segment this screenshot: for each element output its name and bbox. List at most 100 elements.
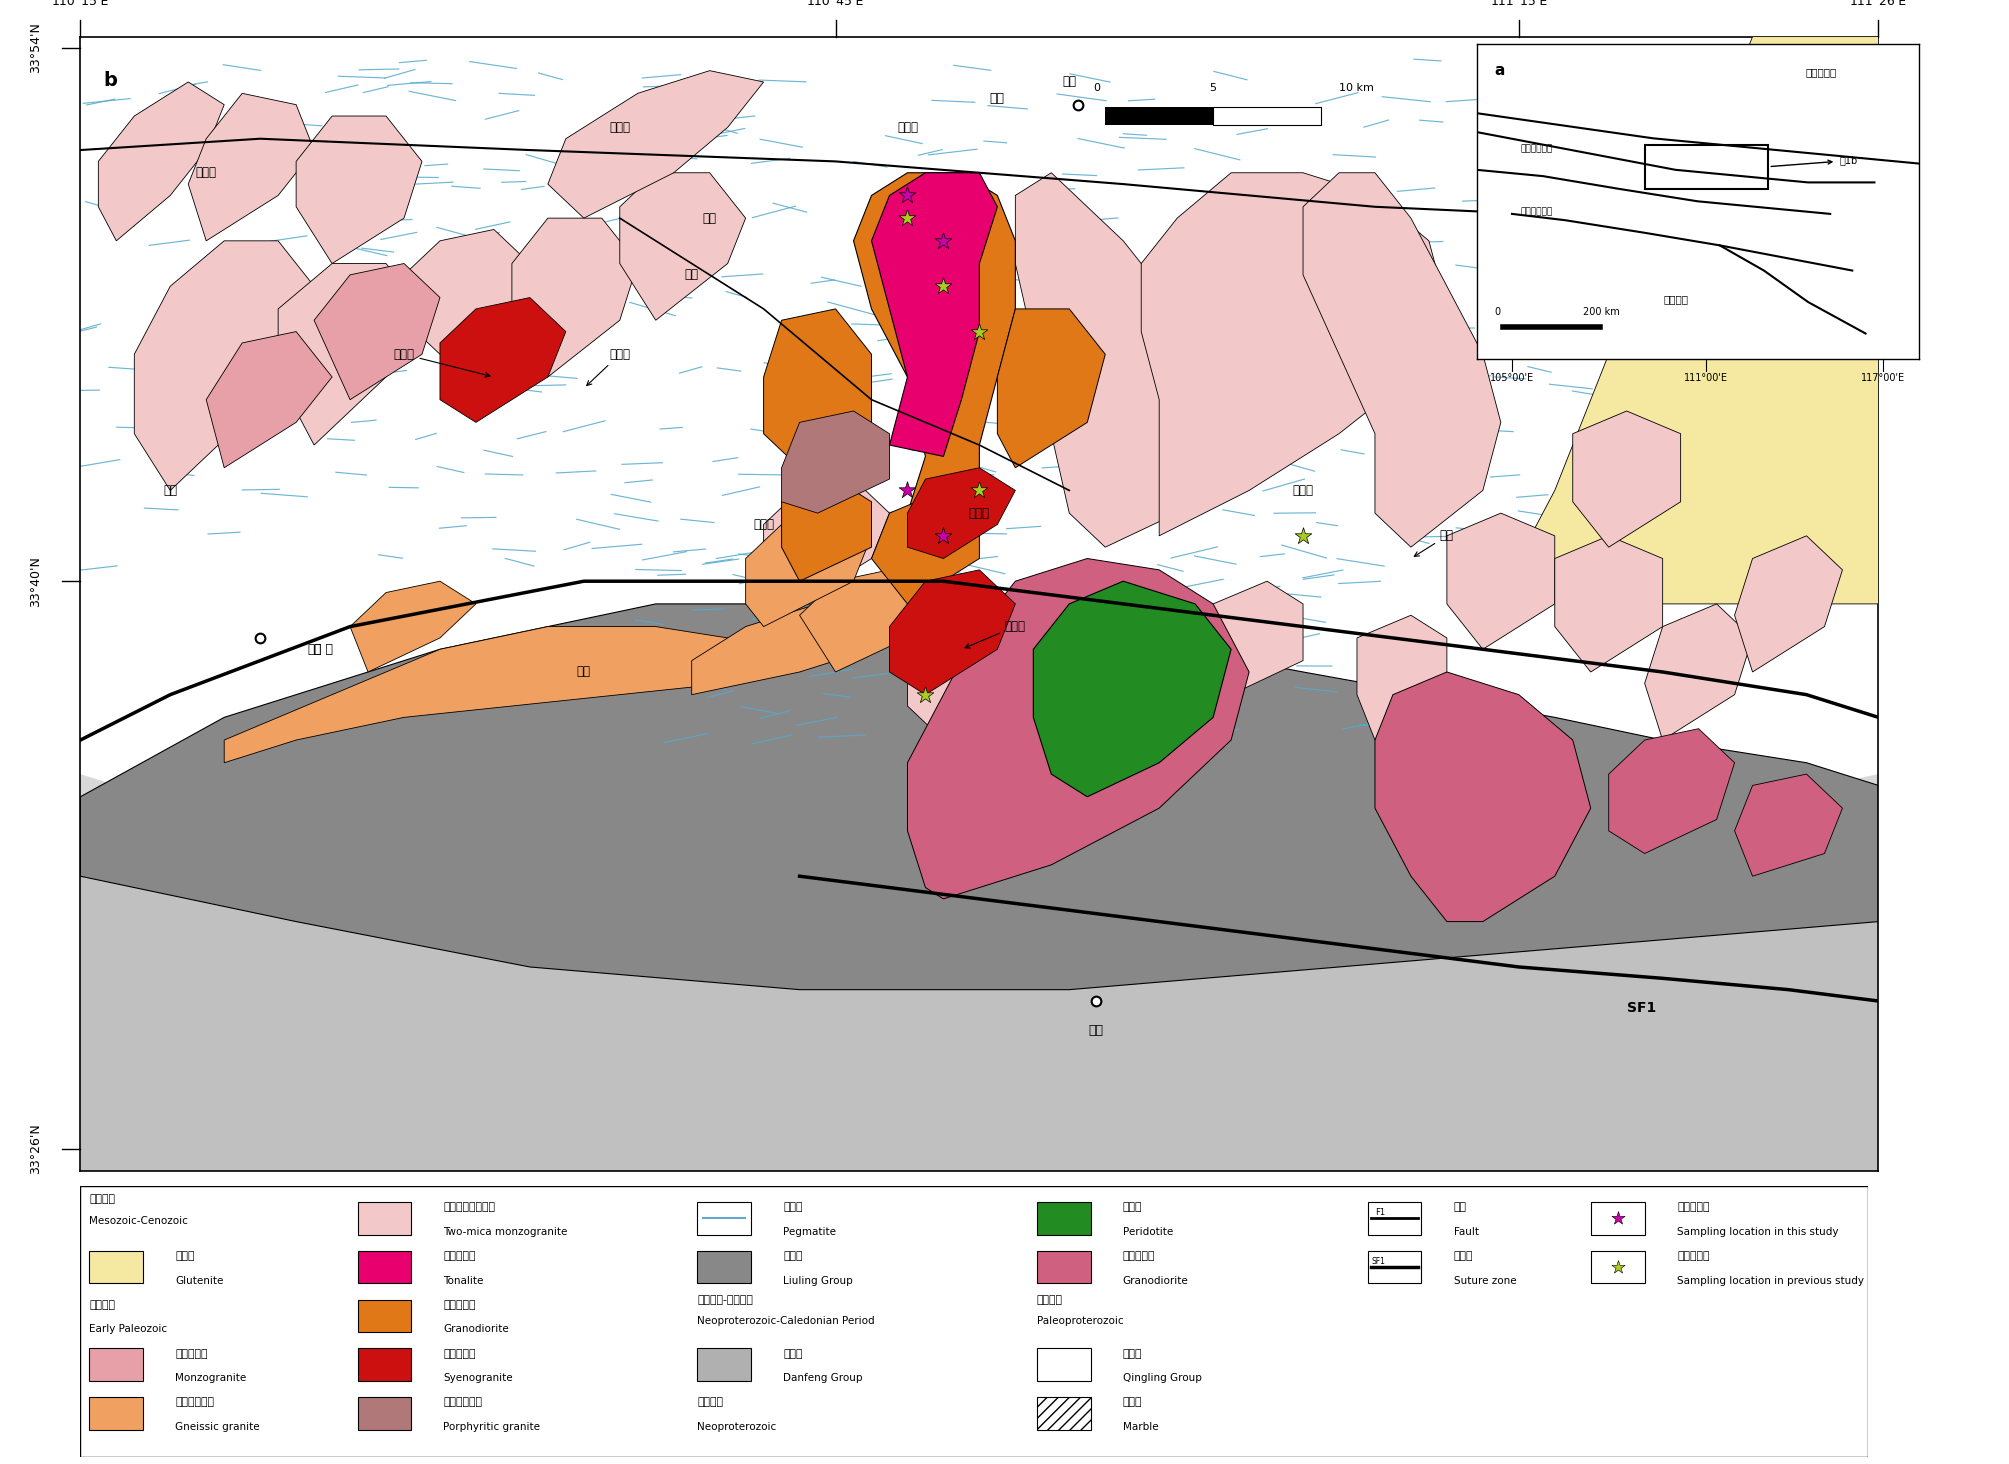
Text: Glutenite: Glutenite	[175, 1275, 223, 1285]
Polygon shape	[1519, 37, 1878, 603]
Polygon shape	[350, 581, 476, 672]
Text: 早古生代: 早古生代	[88, 1300, 115, 1310]
Text: Sampling location in previous study: Sampling location in previous study	[1678, 1275, 1864, 1285]
Point	[892, 479, 924, 502]
Bar	[697, 1202, 751, 1234]
Polygon shape	[225, 627, 763, 763]
Text: Mesozoic-Cenozoic: Mesozoic-Cenozoic	[88, 1217, 189, 1225]
Point	[928, 228, 960, 252]
Polygon shape	[80, 875, 1878, 1171]
Polygon shape	[691, 603, 908, 694]
Text: Sampling location in this study: Sampling location in this study	[1678, 1227, 1838, 1237]
Bar	[1037, 1397, 1091, 1429]
Text: 秦岭群: 秦岭群	[1123, 1348, 1143, 1359]
Text: 古元古代: 古元古代	[1037, 1294, 1063, 1304]
Text: Liuling Group: Liuling Group	[784, 1275, 852, 1285]
Text: 壶庄: 壶庄	[703, 212, 717, 224]
Polygon shape	[1141, 173, 1446, 536]
Polygon shape	[1555, 536, 1663, 672]
Text: Danfeng Group: Danfeng Group	[784, 1373, 862, 1383]
Polygon shape	[313, 264, 440, 400]
Text: Porphyritic granite: Porphyritic granite	[444, 1422, 540, 1432]
Text: Neoproterozoic-Caledonian Period: Neoproterozoic-Caledonian Period	[697, 1316, 874, 1326]
Text: 110°45'E: 110°45'E	[808, 0, 864, 9]
Text: 留仙坪: 留仙坪	[195, 167, 217, 179]
Text: 111°00'E: 111°00'E	[1684, 373, 1728, 382]
Text: 华北克拉通: 华北克拉通	[1806, 67, 1836, 78]
Polygon shape	[80, 603, 1878, 990]
Bar	[358, 1300, 412, 1332]
Text: 丹凤: 丹凤	[307, 643, 321, 656]
Text: 橄榄岩: 橄榄岩	[1123, 1202, 1143, 1212]
Polygon shape	[908, 467, 1015, 558]
Text: Monzogranite: Monzogranite	[175, 1373, 247, 1383]
Text: Early Paleozoic: Early Paleozoic	[88, 1325, 167, 1334]
Text: 5: 5	[1209, 83, 1217, 94]
Text: 龙泉坪: 龙泉坪	[1292, 485, 1314, 496]
Text: 南秦岭构造带: 南秦岭构造带	[1521, 206, 1553, 215]
Bar	[697, 1348, 751, 1381]
Polygon shape	[548, 70, 763, 218]
Text: b: b	[104, 70, 119, 89]
Text: 花岗闪长岩: 花岗闪长岩	[444, 1300, 476, 1310]
Bar	[1037, 1250, 1091, 1284]
Polygon shape	[800, 569, 926, 672]
Text: 33°54'N: 33°54'N	[28, 22, 42, 73]
Polygon shape	[1734, 536, 1842, 672]
Point	[892, 206, 924, 230]
Bar	[1368, 1202, 1422, 1234]
Text: 200 km: 200 km	[1583, 306, 1619, 316]
Text: 二云母二长花岗岩: 二云母二长花岗岩	[444, 1202, 496, 1212]
Text: Granodiorite: Granodiorite	[444, 1325, 508, 1334]
Text: 扬子地块: 扬子地块	[1663, 294, 1688, 305]
Bar	[358, 1202, 412, 1234]
Polygon shape	[745, 514, 872, 627]
Bar	[358, 1348, 412, 1381]
Text: 高山沟: 高山沟	[968, 507, 990, 520]
Polygon shape	[763, 309, 872, 467]
Polygon shape	[207, 332, 331, 467]
Text: 10 km: 10 km	[1338, 83, 1374, 94]
Text: 33°26'N: 33°26'N	[28, 1123, 42, 1174]
Text: Neoproterozoic: Neoproterozoic	[697, 1422, 775, 1432]
Text: Gneissic granite: Gneissic granite	[175, 1422, 259, 1432]
Text: 砂砾岩: 砂砾岩	[175, 1252, 195, 1262]
Text: Tonalite: Tonalite	[444, 1275, 484, 1285]
Text: 花岗闪长岩: 花岗闪长岩	[1123, 1252, 1155, 1262]
Polygon shape	[1015, 173, 1250, 548]
Polygon shape	[1734, 774, 1842, 875]
Text: 漂池: 漂池	[1414, 530, 1455, 556]
Polygon shape	[135, 240, 313, 490]
Polygon shape	[1213, 581, 1304, 694]
Bar	[88, 1250, 143, 1284]
Text: 0: 0	[1093, 83, 1099, 94]
Point	[964, 479, 996, 502]
Bar	[1037, 1348, 1091, 1381]
Text: 本文采样点: 本文采样点	[1678, 1202, 1710, 1212]
Polygon shape	[98, 82, 225, 240]
Text: SF1: SF1	[1627, 1001, 1655, 1016]
Polygon shape	[1446, 514, 1555, 649]
Text: F1: F1	[1663, 184, 1682, 199]
Text: 大毛沟: 大毛沟	[964, 621, 1027, 649]
Text: 枣园: 枣园	[163, 485, 177, 496]
Text: 刘岭群: 刘岭群	[784, 1252, 802, 1262]
Bar	[88, 1348, 143, 1381]
Polygon shape	[854, 173, 1015, 558]
Bar	[358, 1397, 412, 1429]
Text: 0: 0	[1495, 306, 1501, 316]
Text: 111°26'E: 111°26'E	[1850, 0, 1907, 9]
Text: 似斑状花岗岩: 似斑状花岗岩	[444, 1398, 482, 1407]
Text: 110°15'E: 110°15'E	[52, 0, 108, 9]
Polygon shape	[404, 230, 530, 354]
Text: 105°00'E: 105°00'E	[1491, 373, 1535, 382]
Text: SF1: SF1	[1372, 1258, 1384, 1266]
Text: 前人采样点: 前人采样点	[1678, 1252, 1710, 1262]
Text: 商南: 商南	[1089, 1023, 1103, 1037]
Polygon shape	[890, 569, 1015, 694]
Text: 宽坪: 宽坪	[577, 666, 591, 678]
Bar	[1591, 1202, 1645, 1234]
Text: 官坡: 官坡	[990, 92, 1004, 105]
Text: 陈家庄: 陈家庄	[587, 348, 631, 385]
Polygon shape	[908, 615, 1051, 739]
